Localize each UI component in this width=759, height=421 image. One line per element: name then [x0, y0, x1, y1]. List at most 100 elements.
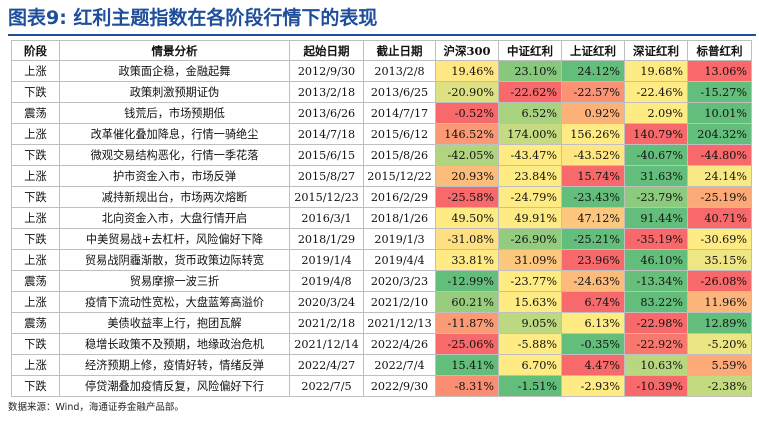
value-cell: 5.59%	[687, 354, 752, 376]
value-cell: 23.96%	[561, 249, 625, 271]
start-date-cell: 2015/12/23	[289, 186, 364, 208]
value-cell: 49.91%	[498, 207, 562, 229]
value-cell: -43.47%	[498, 144, 562, 166]
value-cell: -22.98%	[624, 312, 688, 334]
end-date-cell: 2015/6/12	[363, 123, 436, 145]
value-cell: 140.79%	[624, 123, 688, 145]
table-row: 下跌 稳增长政策不及预期，地缘政治危机 2021/12/14 2022/4/26 -25…	[11, 333, 752, 355]
value-cell: -22.57%	[561, 81, 625, 103]
scenario-cell: 微观交易结构恶化，行情一季花落	[59, 144, 290, 166]
end-date-cell: 2014/7/17	[363, 102, 436, 124]
value-cell: -22.46%	[624, 81, 688, 103]
value-cell: 23.84%	[498, 165, 562, 187]
value-cell: 6.70%	[498, 354, 562, 376]
value-cell: -44.80%	[687, 144, 752, 166]
value-cell: 13.06%	[687, 60, 752, 82]
value-cell: -0.52%	[435, 102, 499, 124]
value-cell: 31.09%	[498, 249, 562, 271]
col-header-sse-dividend: 上证红利	[561, 40, 625, 61]
value-cell: 0.92%	[561, 102, 625, 124]
phase-cell: 下跌	[11, 375, 60, 397]
scenario-cell: 稳增长政策不及预期，地缘政治危机	[59, 333, 290, 355]
value-cell: 12.89%	[687, 312, 752, 334]
start-date-cell: 2013/6/26	[289, 102, 364, 124]
col-header-sp-dividend: 标普红利	[687, 40, 752, 61]
end-date-cell: 2019/4/4	[363, 249, 436, 271]
phase-cell: 下跌	[11, 228, 60, 250]
scenario-cell: 北向资金入市，大盘行情开启	[59, 207, 290, 229]
value-cell: 23.10%	[498, 60, 562, 82]
value-cell: -25.06%	[435, 333, 499, 355]
scenario-cell: 停贷潮叠加疫情反复，风险偏好下行	[59, 375, 290, 397]
value-cell: -43.52%	[561, 144, 625, 166]
col-header-start-date: 起始日期	[289, 40, 364, 61]
value-cell: 204.32%	[687, 123, 752, 145]
start-date-cell: 2020/3/24	[289, 291, 364, 313]
value-cell: 49.50%	[435, 207, 499, 229]
phase-cell: 上涨	[11, 249, 60, 271]
value-cell: -24.63%	[561, 270, 625, 292]
phase-cell: 上涨	[11, 291, 60, 313]
value-cell: -10.39%	[624, 375, 688, 397]
start-date-cell: 2012/9/30	[289, 60, 364, 82]
col-header-csi-dividend: 中证红利	[498, 40, 562, 61]
source-note: 数据来源：Wind，海通证券金融产品部。	[8, 402, 184, 413]
phase-cell: 下跌	[11, 186, 60, 208]
value-cell: 10.63%	[624, 354, 688, 376]
start-date-cell: 2013/2/18	[289, 81, 364, 103]
value-cell: 83.22%	[624, 291, 688, 313]
value-cell: -23.43%	[561, 186, 625, 208]
value-cell: -8.31%	[435, 375, 499, 397]
end-date-cell: 2021/12/13	[363, 312, 436, 334]
value-cell: 156.26%	[561, 123, 625, 145]
value-cell: 60.21%	[435, 291, 499, 313]
value-cell: 15.74%	[561, 165, 625, 187]
value-cell: -25.19%	[687, 186, 752, 208]
value-cell: 19.68%	[624, 60, 688, 82]
phase-cell: 震荡	[11, 270, 60, 292]
col-header-phase: 阶段	[11, 40, 60, 61]
value-cell: 15.41%	[435, 354, 499, 376]
value-cell: 20.93%	[435, 165, 499, 187]
value-cell: 2.09%	[624, 102, 688, 124]
value-cell: 19.46%	[435, 60, 499, 82]
end-date-cell: 2015/12/22	[363, 165, 436, 187]
value-cell: 47.12%	[561, 207, 625, 229]
phase-cell: 上涨	[11, 207, 60, 229]
start-date-cell: 2014/7/18	[289, 123, 364, 145]
table-row: 上涨 改革催化叠加降息，行情一骑绝尘 2014/7/18 2015/6/12 146.5…	[11, 123, 752, 145]
col-header-scenario: 情景分析	[59, 40, 290, 61]
value-cell: 6.74%	[561, 291, 625, 313]
end-date-cell: 2016/2/29	[363, 186, 436, 208]
phase-cell: 下跌	[11, 333, 60, 355]
value-cell: -12.99%	[435, 270, 499, 292]
start-date-cell: 2019/1/4	[289, 249, 364, 271]
value-cell: -13.34%	[624, 270, 688, 292]
value-cell: 174.00%	[498, 123, 562, 145]
value-cell: -25.21%	[561, 228, 625, 250]
scenario-cell: 贸易战阴霾渐散，货币政策边际转宽	[59, 249, 290, 271]
value-cell: -2.38%	[687, 375, 752, 397]
scenario-cell: 中美贸易战+去杠杆，风险偏好下降	[59, 228, 290, 250]
value-cell: 6.13%	[561, 312, 625, 334]
end-date-cell: 2021/2/10	[363, 291, 436, 313]
phase-cell: 震荡	[11, 312, 60, 334]
value-cell: -5.88%	[498, 333, 562, 355]
start-date-cell: 2021/2/18	[289, 312, 364, 334]
table-row: 上涨 疫情下流动性宽松，大盘蓝筹高溢价 2020/3/24 2021/2/10 60.2…	[11, 291, 752, 313]
end-date-cell: 2020/3/23	[363, 270, 436, 292]
scenario-cell: 减持新规出台，市场两次熔断	[59, 186, 290, 208]
value-cell: -22.92%	[624, 333, 688, 355]
value-cell: 40.71%	[687, 207, 752, 229]
start-date-cell: 2021/12/14	[289, 333, 364, 355]
scenario-cell: 改革催化叠加降息，行情一骑绝尘	[59, 123, 290, 145]
value-cell: 11.96%	[687, 291, 752, 313]
table-body: 上涨 政策面企稳，金融起舞 2012/9/30 2013/2/8 19.46% 23.10…	[11, 60, 752, 397]
value-cell: 15.63%	[498, 291, 562, 313]
value-cell: -2.93%	[561, 375, 625, 397]
value-cell: -26.08%	[687, 270, 752, 292]
value-cell: 33.81%	[435, 249, 499, 271]
phase-cell: 上涨	[11, 123, 60, 145]
end-date-cell: 2018/1/26	[363, 207, 436, 229]
start-date-cell: 2015/6/15	[289, 144, 364, 166]
